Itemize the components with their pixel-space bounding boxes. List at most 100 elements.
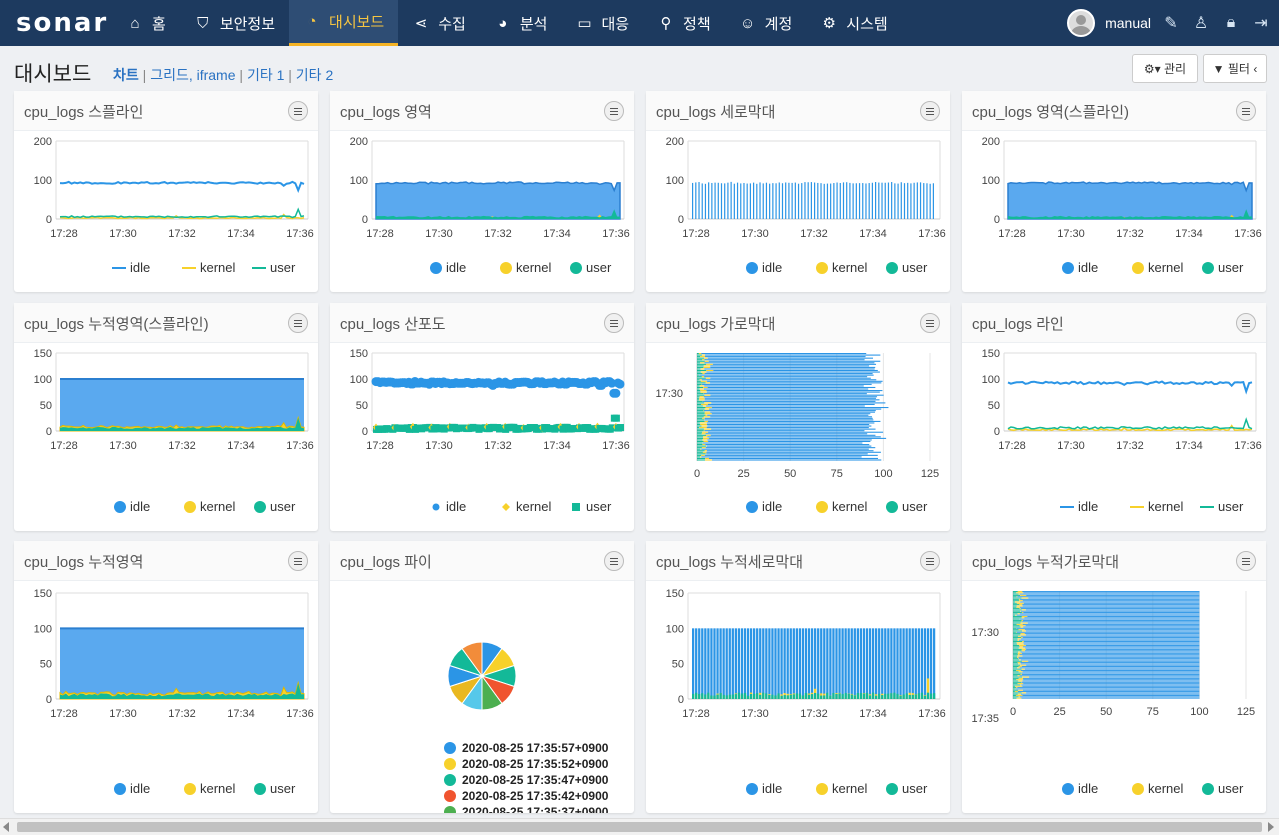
bar[interactable] — [734, 628, 737, 699]
bar[interactable] — [700, 423, 707, 426]
bar[interactable] — [1017, 596, 1200, 598]
bar[interactable] — [1019, 639, 1200, 641]
bar[interactable] — [844, 628, 847, 699]
bar[interactable] — [746, 183, 748, 219]
bar[interactable] — [1020, 663, 1200, 665]
bar[interactable] — [697, 417, 703, 419]
bar[interactable] — [775, 183, 777, 219]
bar[interactable] — [1013, 596, 1017, 598]
bar[interactable] — [868, 695, 872, 699]
bar[interactable] — [700, 448, 702, 450]
bar[interactable] — [911, 628, 914, 699]
bar[interactable] — [743, 182, 745, 219]
bar[interactable] — [1021, 650, 1026, 652]
bar[interactable] — [1013, 619, 1022, 621]
bar[interactable] — [1013, 677, 1019, 679]
bar[interactable] — [725, 695, 728, 699]
bar[interactable] — [697, 454, 702, 456]
bar[interactable] — [1013, 597, 1022, 599]
bar[interactable] — [1024, 668, 1200, 670]
bar[interactable] — [1016, 670, 1021, 671]
bar[interactable] — [890, 693, 893, 699]
bar[interactable] — [826, 183, 829, 219]
bar[interactable] — [749, 628, 753, 699]
bar[interactable] — [1013, 643, 1017, 645]
bar[interactable] — [1019, 654, 1200, 656]
bar[interactable] — [703, 366, 711, 368]
bar[interactable] — [1013, 672, 1022, 674]
bar[interactable] — [759, 628, 762, 699]
bar[interactable] — [1013, 670, 1017, 671]
bar[interactable] — [1018, 666, 1022, 667]
bar[interactable] — [706, 391, 880, 393]
bar[interactable] — [1023, 642, 1200, 644]
bar[interactable] — [1019, 618, 1200, 620]
bar[interactable] — [1013, 602, 1017, 604]
bar[interactable] — [759, 182, 761, 219]
bar[interactable] — [768, 694, 771, 699]
bar[interactable] — [701, 454, 705, 456]
bar[interactable] — [820, 183, 822, 219]
bar[interactable] — [923, 695, 927, 699]
bar[interactable] — [707, 628, 710, 699]
bar[interactable] — [697, 411, 705, 413]
bar[interactable] — [709, 437, 887, 439]
bar[interactable] — [1021, 621, 1023, 623]
bar[interactable] — [705, 453, 707, 455]
bar[interactable] — [1026, 594, 1200, 596]
bar[interactable] — [692, 628, 695, 699]
bar[interactable] — [697, 425, 702, 427]
bar[interactable] — [1017, 638, 1021, 640]
bar[interactable] — [703, 365, 711, 367]
bar[interactable] — [1013, 679, 1017, 681]
bar[interactable] — [832, 692, 835, 699]
bar[interactable] — [1019, 613, 1200, 615]
bar[interactable] — [697, 382, 706, 384]
bar[interactable] — [1013, 680, 1019, 682]
bar[interactable] — [704, 628, 707, 699]
scatter-point[interactable] — [608, 424, 616, 432]
bar[interactable] — [1018, 658, 1200, 660]
bar[interactable] — [853, 695, 856, 699]
bar[interactable] — [1013, 691, 1015, 693]
bar[interactable] — [814, 628, 817, 699]
bar[interactable] — [711, 182, 713, 219]
bar[interactable] — [814, 182, 816, 219]
bar[interactable] — [1026, 692, 1200, 694]
bar[interactable] — [810, 628, 814, 699]
bar[interactable] — [1025, 609, 1200, 611]
bar[interactable] — [703, 428, 712, 430]
bar[interactable] — [753, 693, 756, 699]
bar[interactable] — [697, 390, 701, 392]
bar[interactable] — [753, 628, 756, 699]
bar[interactable] — [911, 694, 914, 699]
bar[interactable] — [768, 628, 771, 699]
bar[interactable] — [932, 693, 936, 699]
bar[interactable] — [700, 356, 706, 358]
bar[interactable] — [1013, 627, 1017, 629]
bar[interactable] — [1013, 655, 1018, 657]
bar[interactable] — [699, 385, 705, 387]
bar[interactable] — [899, 695, 902, 699]
scroll-right-icon[interactable] — [1268, 822, 1274, 832]
bar[interactable] — [1021, 681, 1200, 683]
bar[interactable] — [1015, 688, 1200, 690]
bar[interactable] — [1020, 673, 1022, 675]
bar[interactable] — [1013, 676, 1023, 678]
bar[interactable] — [1021, 666, 1200, 667]
bar[interactable] — [1016, 687, 1018, 689]
bar[interactable] — [697, 380, 701, 382]
bar[interactable] — [697, 377, 706, 379]
bar[interactable] — [905, 693, 908, 699]
bar[interactable] — [1013, 622, 1021, 624]
bar[interactable] — [705, 433, 868, 435]
bar[interactable] — [1013, 614, 1016, 616]
bar[interactable] — [1013, 696, 1019, 698]
bar[interactable] — [783, 695, 786, 699]
bar[interactable] — [698, 353, 702, 355]
bar[interactable] — [894, 183, 896, 219]
bar[interactable] — [1013, 652, 1018, 654]
scroll-left-icon[interactable] — [3, 822, 9, 832]
bar[interactable] — [1013, 654, 1018, 656]
bar[interactable] — [708, 360, 881, 362]
